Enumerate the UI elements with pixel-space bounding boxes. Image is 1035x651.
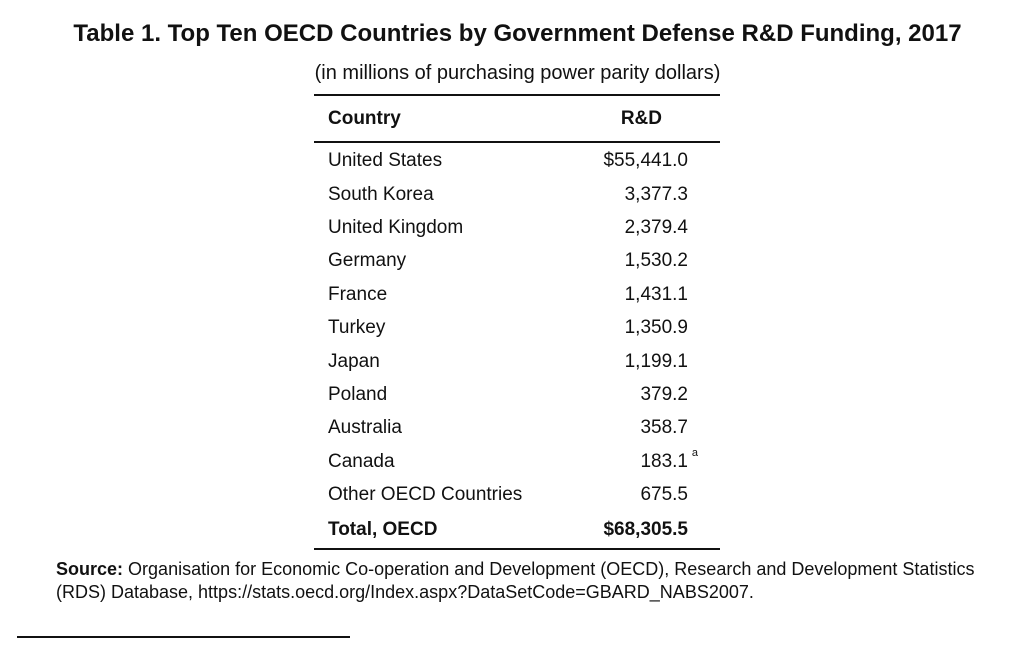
value-cell: 675.5	[640, 484, 688, 506]
country-cell: South Korea	[328, 183, 434, 205]
table-title: Table 1. Top Ten OECD Countries by Gover…	[73, 20, 962, 47]
value-cell: 1,199.1	[624, 350, 688, 372]
table-row: Australia 358.7	[314, 412, 720, 445]
value-cell: 358.7	[640, 417, 688, 439]
table-header-rule	[314, 141, 720, 143]
country-cell: United States	[328, 150, 443, 172]
value-cell: 3,377.3	[624, 183, 688, 205]
table-row: Other OECD Countries 675.5	[314, 478, 720, 511]
table-total-row: Total, OECD $68,305.5	[314, 512, 720, 548]
table-bottom-rule	[314, 547, 720, 550]
value-cell: 1,350.9	[624, 317, 688, 339]
data-table: Country R&D United States $55,441.0 Sout…	[314, 94, 720, 550]
source-label: Source:	[56, 559, 124, 579]
table-subtitle: (in millions of purchasing power parity …	[314, 62, 721, 84]
country-cell: Australia	[328, 417, 402, 439]
value-cell: 1,431.1	[624, 283, 688, 305]
country-cell: Other OECD Countries	[328, 484, 523, 506]
value-text: 183.1	[640, 450, 688, 472]
table-row: South Korea 3,377.3	[314, 178, 720, 211]
country-cell: Poland	[328, 383, 388, 405]
table-row: United Kingdom 2,379.4	[314, 211, 720, 244]
table-row: Poland 379.2	[314, 378, 720, 411]
country-cell: Canada	[328, 450, 395, 472]
value-cell: 1,530.2	[624, 250, 688, 272]
table-row: Germany 1,530.2	[314, 245, 720, 278]
country-cell: United Kingdom	[328, 216, 464, 238]
footnote-marker: a	[691, 446, 698, 459]
table-header-row: Country R&D	[314, 96, 720, 141]
header-country: Country	[328, 107, 401, 129]
value-cell: 379.2	[640, 383, 688, 405]
table-row: Turkey 1,350.9	[314, 311, 720, 344]
table-top-rule	[314, 94, 720, 96]
source-text: Organisation for Economic Co-operation a…	[56, 559, 975, 602]
country-cell: Germany	[328, 250, 407, 272]
table-row: United States $55,441.0	[314, 145, 720, 178]
value-cell: 2,379.4	[624, 216, 688, 238]
country-cell: Japan	[328, 350, 380, 372]
value-cell: 183.1 a	[594, 447, 720, 473]
source-note: Source: Organisation for Economic Co-ope…	[56, 558, 996, 604]
table-row: Japan 1,199.1	[314, 345, 720, 378]
table-row: France 1,431.1	[314, 278, 720, 311]
total-value: $68,305.5	[603, 518, 688, 540]
country-cell: France	[328, 283, 388, 305]
header-rd: R&D	[620, 107, 662, 129]
total-label: Total, OECD	[328, 518, 438, 540]
footnote-divider	[17, 636, 350, 638]
country-cell: Turkey	[328, 317, 386, 339]
value-cell: $55,441.0	[603, 150, 688, 172]
table-row: Canada 183.1 a	[314, 445, 720, 478]
